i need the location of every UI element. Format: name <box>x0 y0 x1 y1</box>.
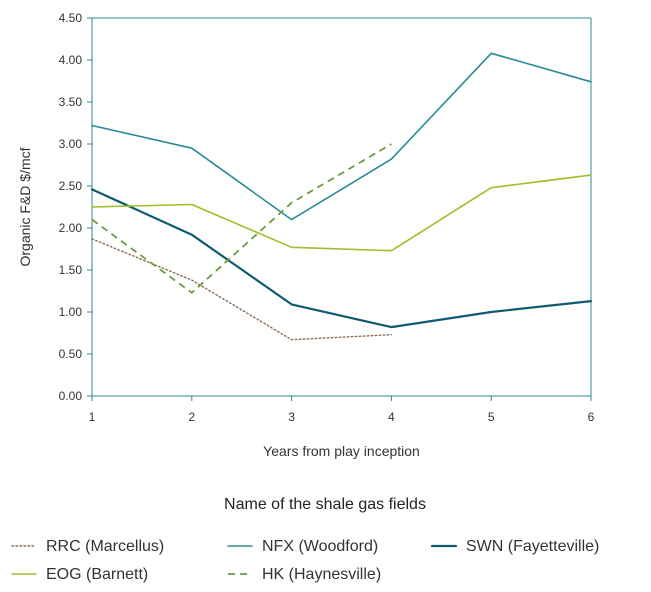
legend-item-rrc-marcellus: RRC (Marcellus) <box>11 538 164 555</box>
legend-label-nfx-woodford: NFX (Woodford) <box>262 538 378 555</box>
series-line-swn-fayetteville <box>90 188 593 329</box>
x-tick-label: 3 <box>288 410 295 424</box>
y-tick-label: 4.50 <box>59 11 83 25</box>
legend-label-hk-haynesville: HK (Haynesville) <box>262 566 381 583</box>
legend-layer: Name of the shale gas fields RRC (Marcell… <box>11 496 599 583</box>
legend-label-rrc-marcellus: RRC (Marcellus) <box>46 538 164 555</box>
y-tick-label: 2.00 <box>59 221 83 235</box>
x-axis-title: Years from play inception <box>263 443 420 459</box>
series-line-hk-haynesville <box>91 143 392 294</box>
y-tick-label: 2.50 <box>59 179 83 193</box>
y-tick-label: 3.00 <box>59 137 83 151</box>
y-tick-label: 0.00 <box>59 389 83 403</box>
legend-item-eog-barnett: EOG (Barnett) <box>11 566 148 583</box>
y-axis-title: Organic F&D $/mcf <box>17 147 33 266</box>
legend-label-swn-fayetteville: SWN (Fayetteville) <box>466 538 599 555</box>
series-line-rrc-marcellus <box>91 238 393 341</box>
x-tick-label: 4 <box>388 410 395 424</box>
legend-label-eog-barnett: EOG (Barnett) <box>46 566 148 583</box>
y-tick-label: 0.50 <box>59 347 83 361</box>
legend-item-nfx-woodford: NFX (Woodford) <box>227 538 378 555</box>
x-tick-label: 5 <box>488 410 495 424</box>
x-tick-label: 2 <box>188 410 195 424</box>
axes-layer: 0.00 0.50 1.00 1.50 2.00 2.50 3.00 3.50 4.00 4.50… <box>17 11 595 459</box>
y-tick-label: 1.50 <box>59 263 83 277</box>
y-tick-label: 1.00 <box>59 305 83 319</box>
x-tick-label: 6 <box>588 410 595 424</box>
series-line-nfx-woodford <box>91 52 592 221</box>
series-line-eog-barnett <box>91 174 592 252</box>
legend-item-hk-haynesville: HK (Haynesville) <box>228 566 381 583</box>
y-tick-label: 4.00 <box>59 53 83 67</box>
legend-title: Name of the shale gas fields <box>224 496 426 513</box>
series-layer <box>90 52 593 341</box>
y-tick-label: 3.50 <box>59 95 83 109</box>
legend-item-swn-fayetteville: SWN (Fayetteville) <box>430 538 599 555</box>
x-tick-label: 1 <box>89 410 96 424</box>
